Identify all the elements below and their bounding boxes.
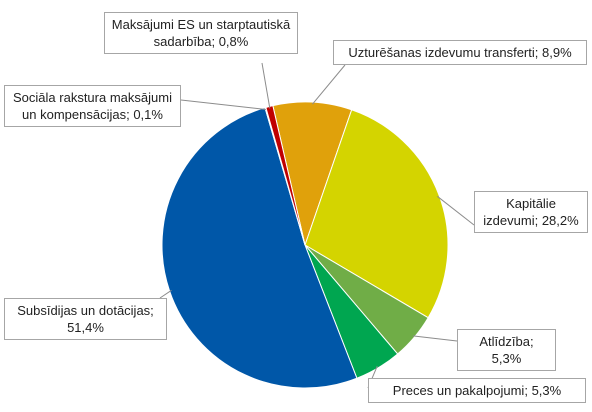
leader-line xyxy=(159,289,172,299)
label-value: 5,3% xyxy=(491,351,522,366)
label-category: Atlīdzība; xyxy=(479,334,534,349)
data-label: Sociāla rakstura maksājumi un kompensāci… xyxy=(4,85,181,127)
data-label: Preces un pakalpojumi; 5,3% xyxy=(368,378,586,403)
label-category: Kapitālie izdevumi; xyxy=(483,196,556,228)
leader-line xyxy=(437,195,475,226)
label-category: Sociāla rakstura maksājumi un kompensāci… xyxy=(13,90,172,122)
data-label: Maksājumi ES un starptautiskā sadarbība;… xyxy=(104,12,298,54)
label-value: 5,3% xyxy=(531,383,562,398)
label-category: Subsīdijas un dotācijas; xyxy=(17,303,154,318)
data-label: Uzturēšanas izdevumu transferti; 8,9% xyxy=(333,40,587,65)
label-value: 0,8% xyxy=(218,34,249,49)
leader-line xyxy=(180,99,267,110)
data-label: Subsīdijas un dotācijas; 51,4% xyxy=(4,298,167,340)
label-category: Preces un pakalpojumi; xyxy=(392,383,528,398)
label-value: 0,1% xyxy=(133,107,163,122)
label-value: 51,4% xyxy=(67,320,104,335)
pie-slice xyxy=(272,101,353,247)
data-label: Kapitālie izdevumi; 28,2% xyxy=(474,191,588,233)
leader-line xyxy=(312,64,346,105)
leader-line xyxy=(261,62,271,109)
label-value: 8,9% xyxy=(542,45,572,60)
leader-line xyxy=(412,335,458,342)
label-value: 28,2% xyxy=(541,213,579,228)
label-category: Maksājumi ES un starptautiskā sadarbība; xyxy=(111,17,291,49)
data-label: Atlīdzība; 5,3% xyxy=(457,329,556,371)
label-category: Uzturēšanas izdevumu transferti; xyxy=(348,45,539,60)
